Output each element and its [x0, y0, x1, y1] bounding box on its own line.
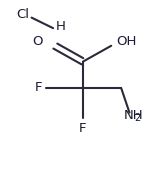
Text: Cl: Cl — [17, 8, 30, 21]
Text: F: F — [35, 81, 42, 94]
Text: H: H — [56, 20, 65, 33]
Text: NH: NH — [124, 109, 143, 122]
Text: O: O — [33, 35, 43, 48]
Text: OH: OH — [116, 35, 137, 48]
Text: F: F — [79, 122, 87, 135]
Text: 2: 2 — [134, 113, 141, 123]
